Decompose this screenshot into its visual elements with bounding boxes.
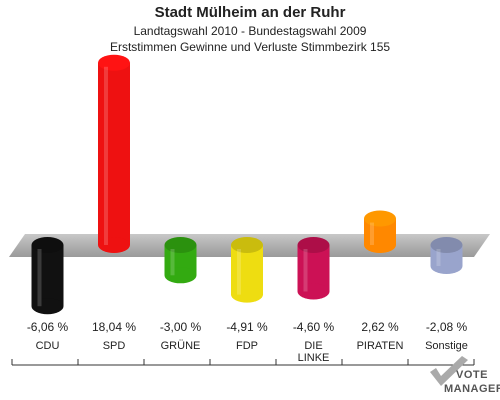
category-label: Sonstige (425, 340, 468, 352)
bar-body (31, 245, 64, 307)
bar-top-cap (297, 237, 330, 253)
bar-highlight (237, 249, 241, 295)
bar-top-cap (164, 237, 197, 253)
value-label: -4,91 % (226, 320, 268, 334)
category-label: GRÜNE (161, 340, 201, 352)
bar-top-cap (31, 237, 64, 253)
bar-bottom-cap (430, 258, 463, 275)
category-axis (11, 359, 475, 366)
value-label: -2,08 % (426, 320, 468, 334)
value-label: -6,06 % (27, 320, 69, 334)
value-label: -3,00 % (160, 320, 202, 334)
bar-3 (231, 237, 263, 303)
category-label: SPD (103, 340, 126, 352)
bar-bottom-cap (231, 286, 263, 303)
value-label: -4,60 % (293, 320, 335, 334)
bar-body (98, 62, 130, 245)
labels-group: -6,06 % CDU 18,04 % SPD -3,00 % GRÜNE -4,91 % F… (27, 320, 468, 364)
bar-highlight (104, 66, 108, 246)
watermark-line1: VOTE (456, 369, 488, 381)
category-label: LINKE (298, 352, 330, 364)
bar-5 (364, 210, 396, 253)
watermark-logo: VOTE MANAGER (430, 356, 500, 395)
bar-bottom-cap (31, 298, 64, 315)
bar-highlight (303, 249, 308, 292)
bar-highlight (170, 249, 175, 276)
category-label: FDP (236, 340, 258, 352)
bar-top-cap (231, 237, 263, 253)
bar-4 (297, 237, 330, 300)
bar-highlight (37, 249, 42, 307)
category-label: DIE (304, 340, 322, 352)
bar-bottom-cap (98, 237, 130, 253)
bar-1 (98, 54, 130, 253)
bar-top-cap (364, 210, 396, 227)
value-label: 18,04 % (92, 320, 136, 334)
value-label: 2,62 % (361, 320, 399, 334)
chart-subtitle: Landtagswahl 2010 - Bundestagswahl 2009 (133, 24, 367, 38)
bar-top-cap (98, 54, 130, 71)
bar-2 (164, 237, 197, 284)
bar-highlight (436, 249, 441, 267)
bar-6 (430, 237, 463, 275)
chart-title: Stadt Mülheim an der Ruhr (154, 4, 346, 21)
bar-0 (31, 237, 64, 315)
bar-body (231, 245, 263, 295)
bars-group (31, 54, 463, 315)
bar-bottom-cap (164, 267, 197, 284)
chart-description: Erststimmen Gewinne und Verluste Stimmbe… (109, 40, 391, 54)
bar-top-cap (430, 237, 463, 253)
bar-bottom-cap (364, 237, 396, 253)
bar-bottom-cap (297, 283, 330, 300)
checkmark-icon (430, 356, 468, 386)
category-label: PIRATEN (357, 340, 404, 352)
watermark-line2: MANAGER (444, 383, 500, 395)
bar-highlight (370, 222, 374, 245)
category-label: CDU (36, 340, 60, 352)
